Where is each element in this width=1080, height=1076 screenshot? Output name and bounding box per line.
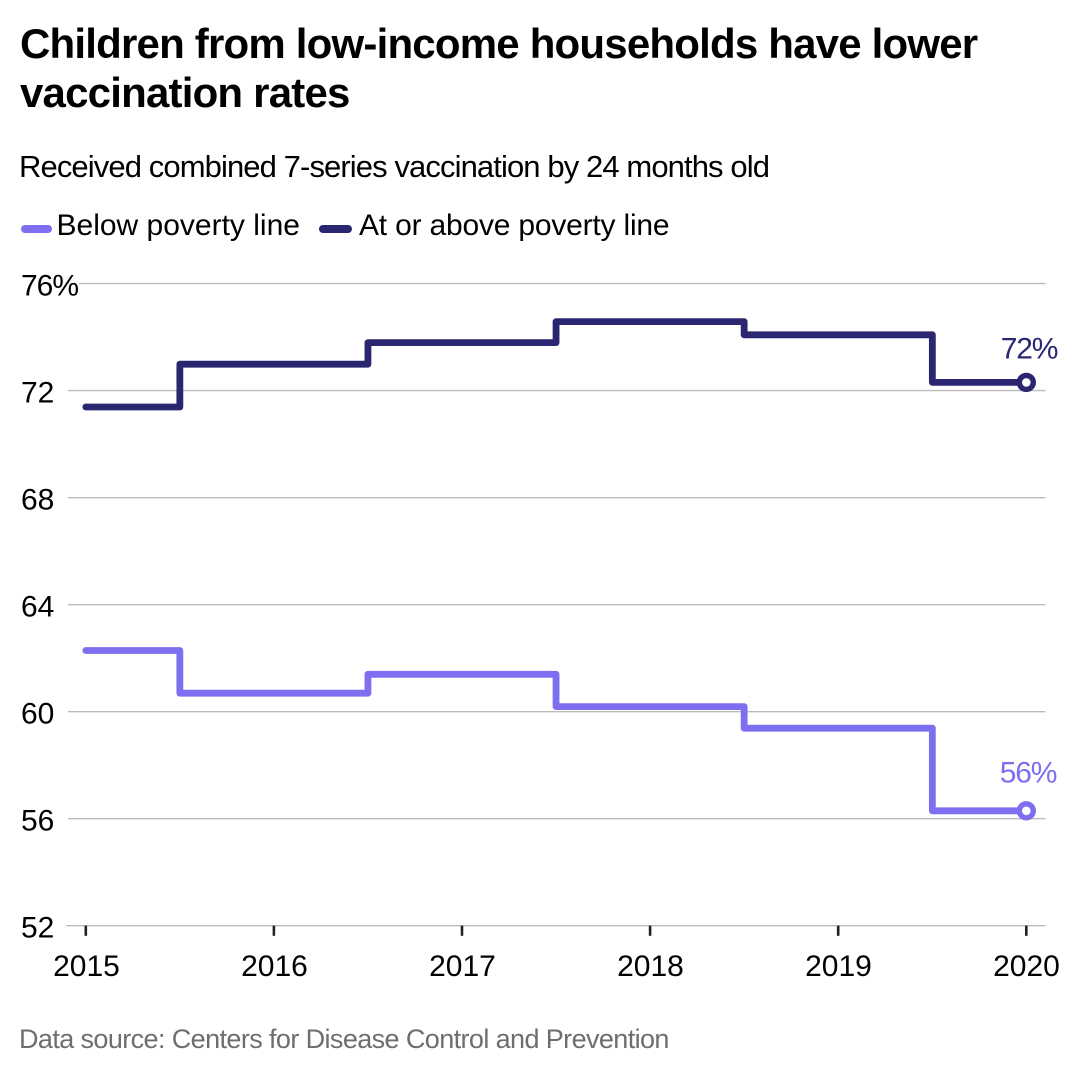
svg-text:2017: 2017 [429,950,496,983]
svg-text:2019: 2019 [805,950,872,983]
svg-text:72: 72 [21,377,54,410]
svg-text:56%: 56% [1000,757,1057,790]
svg-text:76%: 76% [21,270,78,303]
svg-text:72%: 72% [1001,333,1058,366]
svg-text:52: 52 [21,912,54,945]
svg-text:64: 64 [21,591,54,624]
svg-text:2020: 2020 [993,950,1060,983]
svg-text:68: 68 [21,484,54,517]
svg-text:2015: 2015 [53,950,120,983]
svg-text:2018: 2018 [617,950,684,983]
svg-text:60: 60 [21,698,54,731]
svg-text:2016: 2016 [241,950,308,983]
svg-text:56: 56 [21,805,54,838]
